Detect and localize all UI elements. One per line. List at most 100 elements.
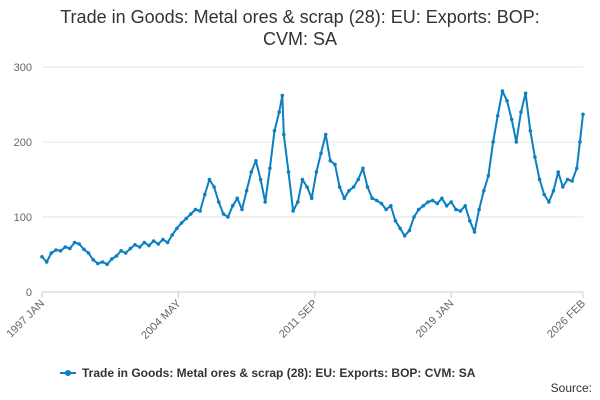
data-point	[240, 207, 244, 212]
chart-title-line-2: CVM: SA	[262, 29, 337, 49]
data-point	[581, 112, 585, 117]
data-point	[268, 166, 272, 171]
source-label: Source:	[550, 381, 592, 395]
data-point	[40, 254, 44, 259]
data-point	[193, 207, 198, 212]
data-point	[165, 240, 170, 245]
series-line	[41, 90, 584, 266]
data-point	[282, 132, 286, 137]
data-point	[235, 196, 240, 201]
data-point	[365, 185, 370, 189]
data-point	[528, 129, 533, 133]
data-point	[477, 207, 481, 212]
data-point	[170, 233, 174, 237]
data-point	[468, 219, 472, 223]
data-point	[300, 177, 305, 182]
data-point	[314, 170, 319, 174]
data-point	[426, 200, 430, 204]
data-point	[216, 200, 221, 204]
data-point	[486, 174, 491, 178]
data-point	[254, 159, 258, 163]
legend[interactable]: Trade in Goods: Metal ores & scrap (28):…	[60, 364, 475, 382]
data-point	[305, 185, 309, 189]
data-point	[519, 110, 523, 114]
data-point	[495, 114, 500, 118]
x-tick-label: 2004 MAY	[139, 297, 184, 342]
data-point	[505, 99, 509, 103]
data-point	[49, 251, 54, 255]
data-point	[347, 189, 351, 193]
data-point	[203, 192, 207, 197]
data-point	[161, 237, 165, 242]
data-point	[444, 204, 449, 208]
data-point	[309, 196, 314, 201]
data-point	[379, 201, 384, 206]
data-point	[221, 212, 226, 216]
x-tick-label: 2019 JAN	[414, 298, 457, 341]
data-point	[337, 185, 342, 189]
data-point	[416, 207, 421, 212]
data-point	[86, 251, 91, 255]
data-point	[179, 221, 184, 225]
data-point	[296, 200, 300, 204]
data-point	[463, 204, 468, 208]
y-tick-label: 300	[14, 62, 32, 74]
data-point	[72, 240, 77, 245]
data-point	[258, 177, 263, 182]
data-point	[356, 177, 361, 182]
data-point	[272, 129, 277, 133]
data-point	[509, 117, 514, 122]
data-point	[449, 200, 454, 204]
data-point	[393, 219, 398, 223]
data-point	[565, 177, 570, 182]
data-point	[244, 189, 249, 193]
data-point	[110, 257, 114, 261]
data-point	[323, 132, 328, 137]
legend-series-marker	[60, 370, 76, 376]
data-point	[91, 258, 95, 262]
data-point	[384, 207, 388, 212]
data-point	[44, 260, 49, 264]
data-point	[96, 261, 100, 266]
data-point	[63, 245, 68, 249]
data-point	[482, 189, 486, 193]
data-point	[351, 185, 356, 189]
data-point	[77, 242, 81, 246]
data-point	[230, 204, 235, 208]
data-point	[68, 246, 72, 251]
data-point	[370, 196, 375, 201]
data-point	[389, 204, 393, 208]
data-point	[491, 140, 495, 144]
data-point	[342, 196, 347, 201]
data-point	[361, 166, 365, 171]
data-point	[398, 226, 402, 231]
data-point	[147, 243, 151, 248]
data-point	[226, 215, 230, 219]
data-point	[570, 179, 574, 183]
data-point	[375, 198, 379, 203]
x-tick-label: 2011 SEP	[277, 298, 320, 341]
y-tick-label: 200	[14, 137, 32, 149]
data-point	[402, 234, 407, 238]
data-point	[82, 247, 86, 252]
data-point	[407, 228, 412, 233]
chart-title-line-1: Trade in Goods: Metal ores & scrap (28):…	[60, 7, 540, 27]
data-point	[458, 209, 463, 213]
data-point	[119, 249, 123, 253]
data-point	[277, 110, 282, 114]
data-point	[54, 248, 58, 252]
data-point	[114, 254, 119, 258]
data-point	[198, 209, 202, 213]
data-point	[523, 91, 528, 96]
data-point	[561, 185, 565, 189]
data-point	[537, 177, 542, 182]
x-tick-label: 2026 FEB	[545, 298, 588, 341]
data-point	[100, 260, 105, 264]
data-point	[500, 89, 505, 93]
data-point	[556, 170, 560, 174]
data-point	[212, 185, 216, 189]
data-point	[58, 249, 63, 253]
data-point	[575, 166, 579, 171]
y-tick-label: 0	[26, 287, 32, 299]
